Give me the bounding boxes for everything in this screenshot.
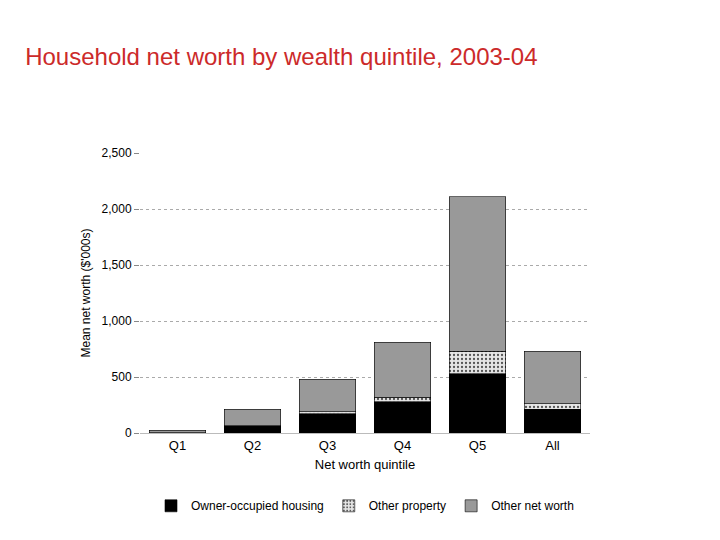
svg-text:Owner-occupied housing: Owner-occupied housing: [191, 499, 324, 513]
svg-text:Other net worth: Other net worth: [491, 499, 574, 513]
svg-text:All: All: [545, 438, 560, 453]
svg-text:Q2: Q2: [244, 438, 261, 453]
svg-text:Mean net worth ($'000s): Mean net worth ($'000s): [79, 228, 93, 357]
svg-text:Q5: Q5: [469, 438, 486, 453]
svg-text:Q3: Q3: [319, 438, 336, 453]
svg-text:1,500: 1,500: [102, 258, 132, 272]
svg-text:2,500: 2,500: [102, 146, 132, 160]
svg-text:Household net worth by wealth: Household net worth by wealth quintile, …: [25, 43, 537, 70]
svg-text:Q4: Q4: [394, 438, 411, 453]
svg-text:1,000: 1,000: [102, 314, 132, 328]
svg-text:Net worth quintile: Net worth quintile: [315, 457, 415, 472]
svg-text:500: 500: [112, 370, 132, 384]
svg-text:0: 0: [125, 426, 132, 440]
svg-text:2,000: 2,000: [102, 202, 132, 216]
svg-text:Other property: Other property: [369, 499, 446, 513]
svg-text:Q1: Q1: [169, 438, 186, 453]
